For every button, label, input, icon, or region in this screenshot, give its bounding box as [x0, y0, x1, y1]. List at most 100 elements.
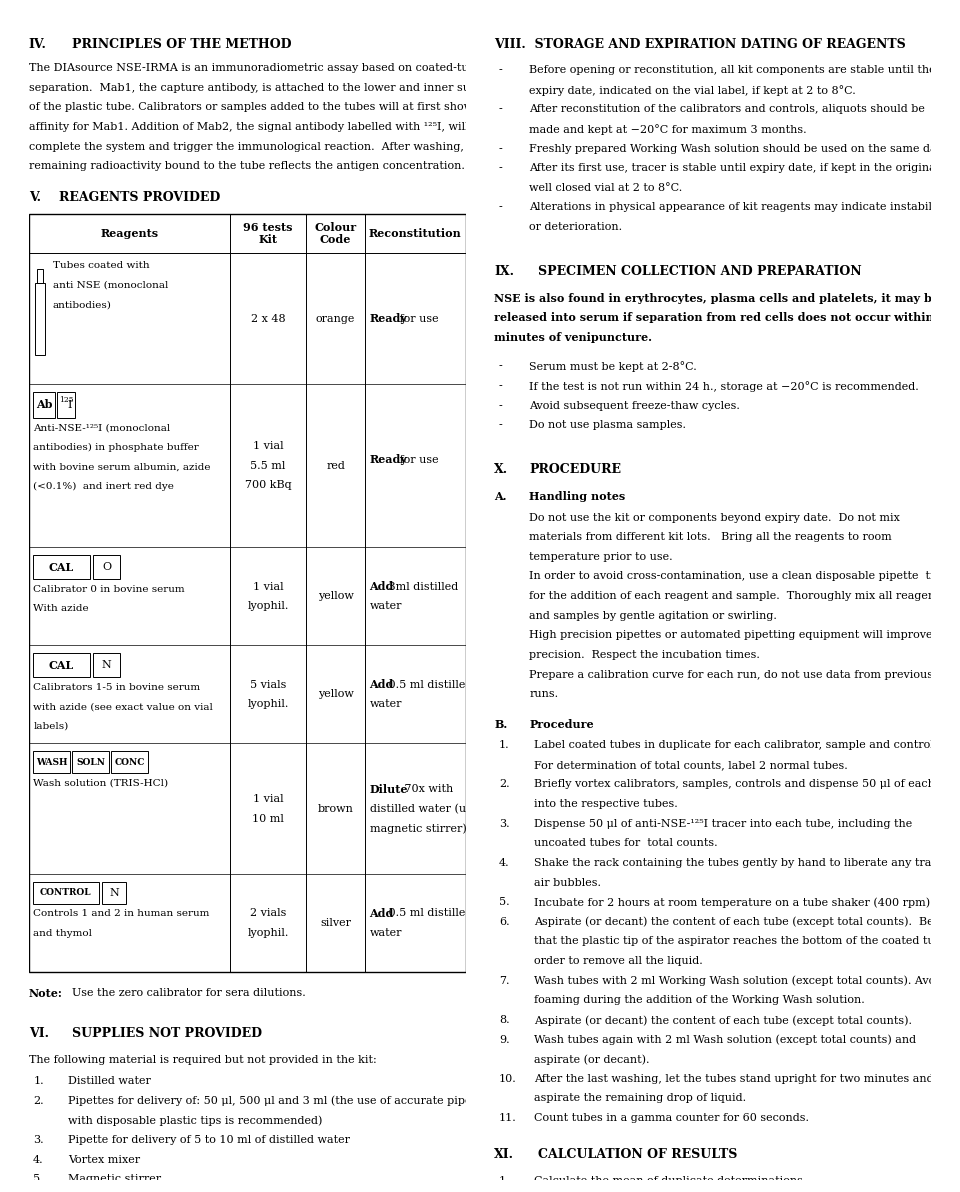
Text: water: water — [370, 700, 402, 709]
Bar — [29, 215, 466, 973]
Text: Tubes coated with: Tubes coated with — [53, 261, 150, 271]
Text: for use: for use — [396, 455, 439, 465]
Text: CALCULATION OF RESULTS: CALCULATION OF RESULTS — [538, 1148, 737, 1161]
Text: Aspirate (or decant) the content of each tube (except total counts).: Aspirate (or decant) the content of each… — [534, 1014, 912, 1025]
Text: Reagents: Reagents — [100, 229, 158, 240]
Text: 10 ml: 10 ml — [252, 814, 284, 824]
Text: lyophil.: lyophil. — [248, 601, 289, 611]
Text: 5 vials: 5 vials — [250, 679, 286, 690]
Text: -: - — [499, 66, 502, 75]
Bar — [34, 751, 70, 772]
Text: The following material is required but not provided in the kit:: The following material is required but n… — [29, 1055, 376, 1064]
Text: brown: brown — [318, 803, 353, 814]
Text: 7.: 7. — [499, 976, 509, 986]
Text: With azide: With azide — [34, 604, 88, 614]
Text: Incubate for 2 hours at room temperature on a tube shaker (400 rpm).: Incubate for 2 hours at room temperature… — [534, 898, 933, 908]
Text: 1.: 1. — [499, 740, 510, 750]
Text: XI.: XI. — [494, 1148, 515, 1161]
Text: Ab: Ab — [36, 399, 52, 410]
Text: V.: V. — [29, 191, 40, 204]
Bar — [34, 555, 90, 579]
Text: Wash solution (TRIS-HCl): Wash solution (TRIS-HCl) — [34, 778, 168, 788]
Text: After the last washing, let the tubes stand upright for two minutes and: After the last washing, let the tubes st… — [534, 1074, 933, 1084]
Text: aspirate the remaining drop of liquid.: aspirate the remaining drop of liquid. — [534, 1093, 746, 1104]
Text: materials from different kit lots.   Bring all the reagents to room: materials from different kit lots. Bring… — [529, 532, 892, 542]
Text: for the addition of each reagent and sample.  Thoroughly mix all reagents: for the addition of each reagent and sam… — [529, 591, 946, 601]
Text: with disposable plastic tips is recommended): with disposable plastic tips is recommen… — [68, 1116, 323, 1126]
Text: Do not use plasma samples.: Do not use plasma samples. — [529, 421, 686, 430]
Text: Wash tubes with 2 ml Working Wash solution (except total counts). Avoid: Wash tubes with 2 ml Working Wash soluti… — [534, 976, 946, 986]
Text: Calibrators 1-5 in bovine serum: Calibrators 1-5 in bovine serum — [34, 683, 201, 691]
Text: released into serum if separation from red cells does not occur within 60: released into serum if separation from r… — [494, 312, 953, 323]
Text: CAL: CAL — [49, 659, 74, 671]
Bar — [72, 751, 109, 772]
Text: IV.: IV. — [29, 38, 47, 50]
Text: order to remove all the liquid.: order to remove all the liquid. — [534, 956, 703, 966]
Bar — [57, 392, 75, 417]
Text: Add: Add — [370, 908, 394, 919]
Text: -: - — [499, 361, 502, 372]
Text: with bovine serum albumin, azide: with bovine serum albumin, azide — [34, 462, 210, 472]
Text: 6.: 6. — [499, 917, 510, 927]
Text: air bubbles.: air bubbles. — [534, 877, 601, 888]
Text: expiry date, indicated on the vial label, if kept at 2 to 8°C.: expiry date, indicated on the vial label… — [529, 85, 856, 95]
Text: Use the zero calibrator for sera dilutions.: Use the zero calibrator for sera dilutio… — [72, 988, 306, 998]
Text: Ready: Ready — [370, 313, 407, 324]
Text: antibodies): antibodies) — [53, 300, 111, 310]
Text: 2 vials: 2 vials — [250, 908, 286, 918]
Text: into the respective tubes.: into the respective tubes. — [534, 799, 678, 809]
Text: -: - — [499, 381, 502, 391]
Text: X.: X. — [494, 464, 509, 477]
Text: foaming during the addition of the Working Wash solution.: foaming during the addition of the Worki… — [534, 995, 864, 1005]
Text: 70x with: 70x with — [401, 784, 453, 794]
Text: distilled water (use a: distilled water (use a — [370, 803, 488, 814]
Text: Calculate the mean of duplicate determinations.: Calculate the mean of duplicate determin… — [534, 1175, 806, 1186]
Text: -: - — [499, 203, 502, 212]
Text: Shake the rack containing the tubes gently by hand to liberate any trapped: Shake the rack containing the tubes gent… — [534, 858, 959, 868]
Text: If the test is not run within 24 h., storage at −20°C is recommended.: If the test is not run within 24 h., sto… — [529, 381, 919, 392]
Text: Ready: Ready — [370, 454, 407, 465]
Text: Code: Code — [320, 235, 351, 246]
Text: yellow: yellow — [318, 689, 353, 700]
Text: Avoid subsequent freeze-thaw cycles.: Avoid subsequent freeze-thaw cycles. — [529, 401, 740, 411]
Text: Controls 1 and 2 in human serum: Controls 1 and 2 in human serum — [34, 909, 209, 919]
Text: Count tubes in a gamma counter for 60 seconds.: Count tubes in a gamma counter for 60 se… — [534, 1113, 808, 1123]
Text: O: O — [102, 563, 111, 572]
Text: precision.  Respect the incubation times.: precision. Respect the incubation times. — [529, 650, 760, 660]
Text: 96 tests: 96 tests — [243, 223, 293, 234]
Text: Label coated tubes in duplicate for each calibrator, sample and control.: Label coated tubes in duplicate for each… — [534, 740, 937, 750]
Bar — [93, 653, 120, 677]
Text: After its first use, tracer is stable until expiry date, if kept in the original: After its first use, tracer is stable un… — [529, 163, 940, 173]
Bar — [34, 392, 55, 417]
Text: or deterioration.: or deterioration. — [529, 222, 622, 232]
Text: VI.: VI. — [29, 1028, 49, 1041]
Text: -: - — [499, 105, 502, 114]
Text: CONTROL: CONTROL — [40, 888, 92, 898]
Bar — [36, 283, 45, 355]
Text: Vortex mixer: Vortex mixer — [68, 1155, 140, 1165]
Text: 10.: 10. — [499, 1074, 516, 1084]
Text: VIII.  STORAGE AND EXPIRATION DATING OF REAGENTS: VIII. STORAGE AND EXPIRATION DATING OF R… — [494, 38, 906, 50]
Text: Pipette for delivery of 5 to 10 ml of distilled water: Pipette for delivery of 5 to 10 ml of di… — [68, 1135, 350, 1146]
Text: Pipettes for delivery of: 50 μl, 500 μl and 3 ml (the use of accurate pipettes: Pipettes for delivery of: 50 μl, 500 μl … — [68, 1095, 492, 1106]
Text: Add: Add — [370, 582, 394, 592]
Bar — [34, 882, 99, 904]
Text: 5.: 5. — [499, 898, 510, 907]
Text: 11.: 11. — [499, 1113, 516, 1123]
Text: 1 vial: 1 vial — [252, 582, 283, 591]
Text: Alterations in physical appearance of kit reagents may indicate instability: Alterations in physical appearance of ki… — [529, 203, 947, 212]
Text: -: - — [499, 163, 502, 173]
Text: Dispense 50 μl of anti-NSE-¹²⁵I tracer into each tube, including the: Dispense 50 μl of anti-NSE-¹²⁵I tracer i… — [534, 819, 912, 828]
Text: Do not use the kit or components beyond expiry date.  Do not mix: Do not use the kit or components beyond … — [529, 513, 900, 522]
Text: Aspirate (or decant) the content of each tube (except total counts).  Be sure: Aspirate (or decant) the content of each… — [534, 917, 960, 927]
Text: yellow: yellow — [318, 591, 353, 602]
Text: 1 vial: 1 vial — [252, 441, 283, 452]
Text: and samples by gentle agitation or swirling.: and samples by gentle agitation or swirl… — [529, 610, 778, 621]
Text: NSE is also found in erythrocytes, plasma cells and platelets, it may be: NSE is also found in erythrocytes, plasm… — [494, 293, 940, 304]
Text: Distilled water: Distilled water — [68, 1076, 151, 1086]
Text: The DIAsource NSE-IRMA is an immunoradiometric assay based on coated-tube: The DIAsource NSE-IRMA is an immunoradio… — [29, 63, 482, 73]
Text: IX.: IX. — [494, 266, 515, 278]
Text: WASH: WASH — [36, 758, 67, 766]
Text: 2.: 2. — [499, 780, 510, 789]
Text: After reconstitution of the calibrators and controls, aliquots should be: After reconstitution of the calibrators … — [529, 105, 925, 114]
